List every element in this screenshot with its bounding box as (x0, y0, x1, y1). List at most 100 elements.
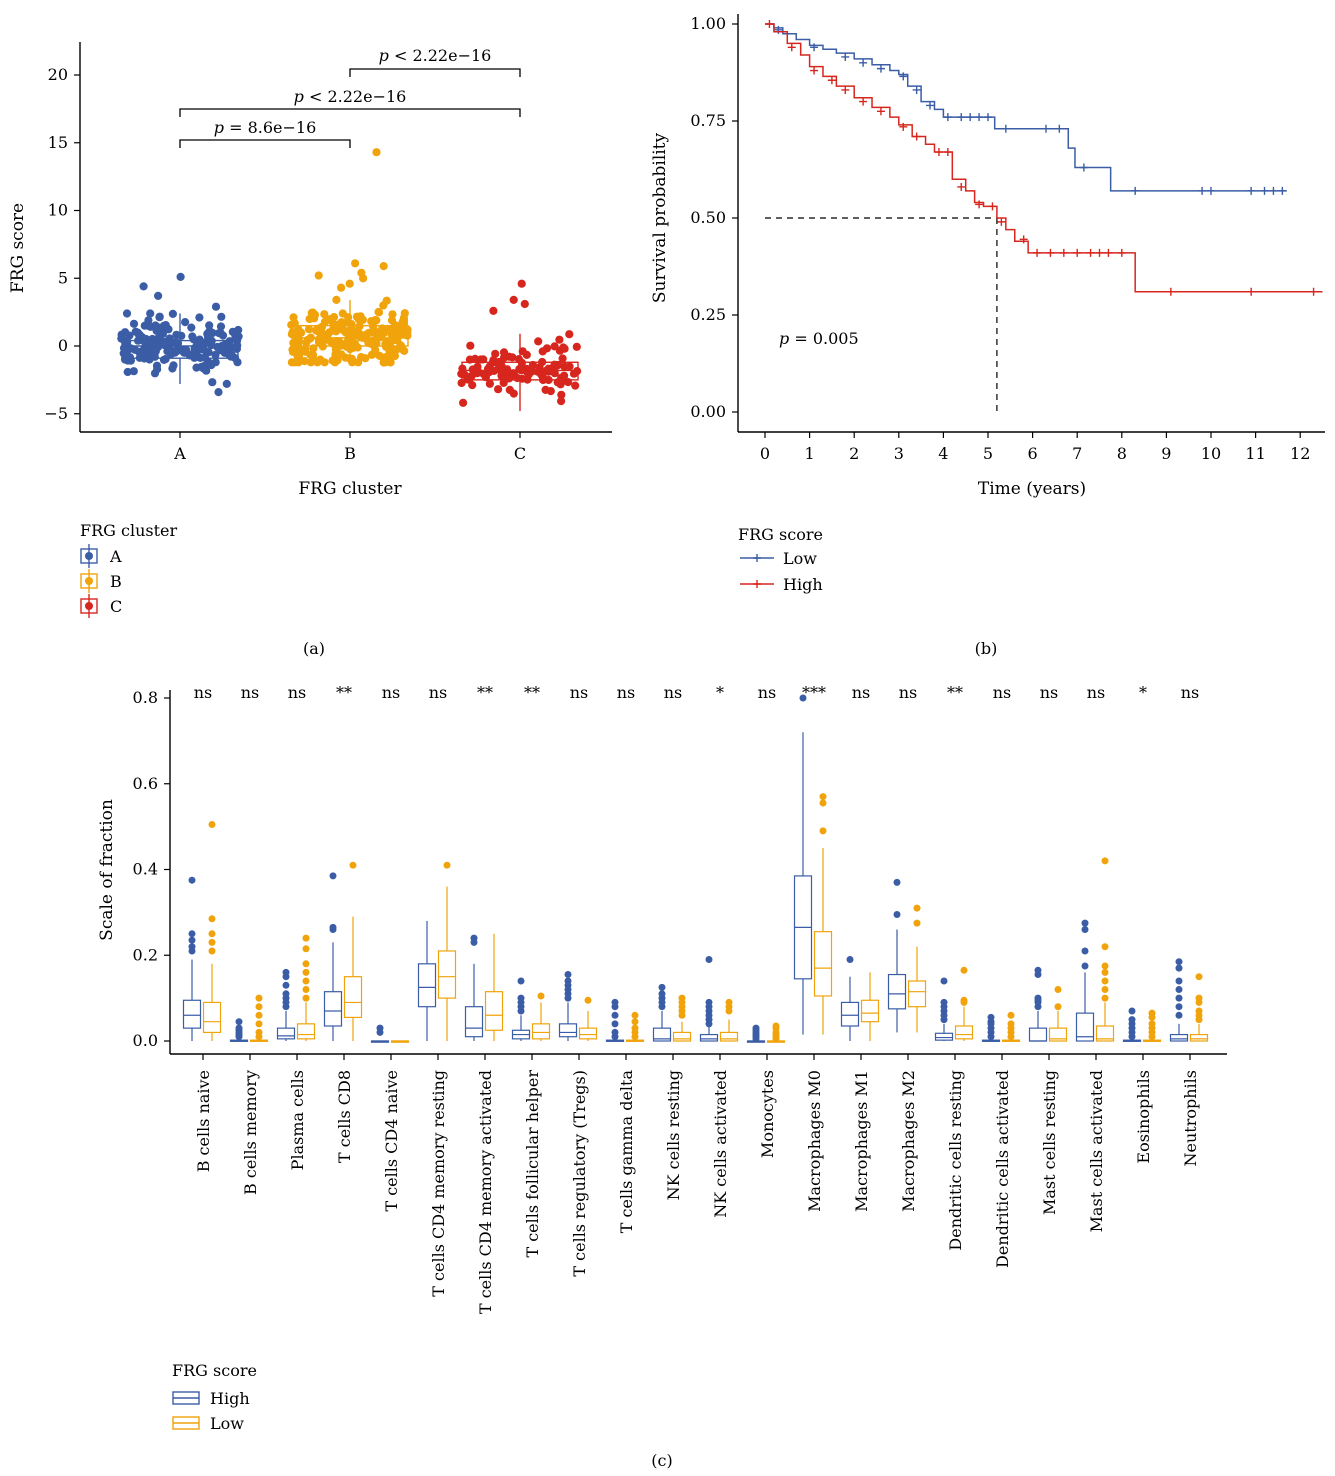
outlier-point (1195, 998, 1203, 1006)
data-point (342, 342, 351, 351)
data-point (546, 387, 555, 396)
panel-c-label: (c) (651, 1451, 672, 1470)
outlier-point (214, 388, 223, 397)
data-point (457, 378, 466, 388)
outlier-point (337, 283, 346, 292)
x-tick-label: A (173, 444, 186, 463)
box-B (291, 324, 409, 347)
x-tick-label: Macrophages M0 (805, 1070, 824, 1212)
censor-mark (1079, 163, 1088, 172)
censor-mark (957, 182, 966, 191)
outlier-point (489, 306, 498, 315)
panel-c-boxplot: 0.0 0.2 0.4 0.6 0.8 B cells naive B cells mem… (97, 683, 1227, 1470)
censor-mark (810, 43, 819, 52)
y-tick-label: −5 (44, 404, 68, 423)
y-tick-label: 15 (48, 133, 68, 152)
data-point (289, 313, 298, 322)
data-point (402, 330, 411, 339)
data-point (399, 316, 409, 325)
censor-mark (966, 113, 975, 122)
outlier-point (1101, 857, 1109, 865)
x-tick-label: B (344, 444, 356, 463)
data-point (187, 323, 196, 332)
x-tick-label: Mast cells activated (1087, 1070, 1106, 1232)
outlier-point (302, 945, 310, 953)
x-tick-label: Monocytes (758, 1070, 777, 1158)
x-tick-label: 2 (849, 444, 859, 463)
outlier-point (349, 861, 357, 869)
panel-a-boxes (121, 299, 579, 412)
data-point (392, 345, 401, 354)
x-tick-label: 4 (938, 444, 948, 463)
outlier-point (678, 1011, 686, 1019)
censor-mark (841, 85, 850, 94)
data-point (329, 313, 339, 322)
censor-mark (810, 66, 819, 75)
data-point (122, 309, 132, 318)
data-point (129, 319, 139, 328)
panel-a-y-ticks: −5 0 5 10 15 20 (44, 65, 80, 423)
outlier-point (1081, 919, 1089, 927)
x-tick-label: NK cells activated (711, 1070, 730, 1218)
censor-mark (1117, 248, 1126, 257)
outlier-point (1148, 1013, 1156, 1021)
outlier-point (819, 799, 827, 807)
censor-mark (1059, 248, 1068, 257)
outlier-point (379, 262, 388, 271)
legend-key-censor (753, 580, 761, 588)
data-point (208, 378, 217, 387)
censor-mark (934, 148, 943, 157)
comparison-label: p < 2.22e−16 (379, 46, 492, 65)
outlier-point (282, 981, 290, 989)
y-tick-label: 0.00 (690, 402, 726, 421)
outlier-point (255, 994, 263, 1002)
box-low (719, 1031, 739, 1042)
outlier-point (372, 148, 381, 157)
y-tick-label: 1.00 (690, 14, 726, 33)
data-point (313, 324, 322, 333)
data-point (565, 362, 574, 371)
data-point (499, 378, 508, 387)
box-high (464, 1006, 484, 1038)
outlier-point (376, 1028, 384, 1036)
outlier-point (1175, 986, 1183, 993)
censor-mark (1260, 186, 1269, 195)
data-point (199, 364, 208, 373)
significance-label: ns (664, 683, 683, 702)
box-low (1095, 1025, 1115, 1042)
data-point (296, 328, 305, 337)
data-point (292, 337, 301, 346)
outlier-point (255, 1003, 263, 1011)
panel-b-pvalue: p = 0.005 (779, 329, 859, 348)
box-low (578, 1027, 598, 1040)
data-point (205, 326, 214, 336)
panel-c-y-axis-title: Scale of fraction (97, 799, 117, 941)
censor-mark (899, 122, 908, 131)
outlier-point (255, 1020, 263, 1028)
censor-mark (1131, 186, 1140, 195)
outlier-point (1081, 926, 1089, 933)
panel-b-label: (b) (975, 639, 998, 658)
panel-b-x-axis-title: Time (years) (978, 479, 1086, 499)
significance-label: ns (429, 683, 448, 702)
significance-label: ** (524, 683, 540, 702)
data-point (301, 345, 310, 354)
comparison-label: p = 8.6e−16 (214, 118, 317, 137)
x-tick-label: T cells CD8 (335, 1070, 354, 1163)
data-point (164, 325, 173, 334)
significance-label: ns (194, 683, 213, 702)
data-point (123, 367, 132, 377)
censor-mark (1269, 186, 1278, 195)
data-point (153, 323, 162, 332)
x-tick-label: T cells follicular helper (523, 1070, 542, 1258)
panel-b-y-ticks: 0.00 0.25 0.50 0.75 1.00 (690, 14, 738, 421)
data-point (555, 335, 564, 344)
x-tick-label: 10 (1201, 444, 1221, 463)
data-point (338, 309, 347, 318)
outlier-point (208, 938, 216, 946)
y-tick-label: 0.2 (133, 945, 158, 964)
legend-item-label: C (110, 597, 122, 616)
legend-key-censor (753, 554, 761, 562)
y-tick-label: 5 (58, 268, 68, 287)
censor-mark (997, 217, 1006, 226)
